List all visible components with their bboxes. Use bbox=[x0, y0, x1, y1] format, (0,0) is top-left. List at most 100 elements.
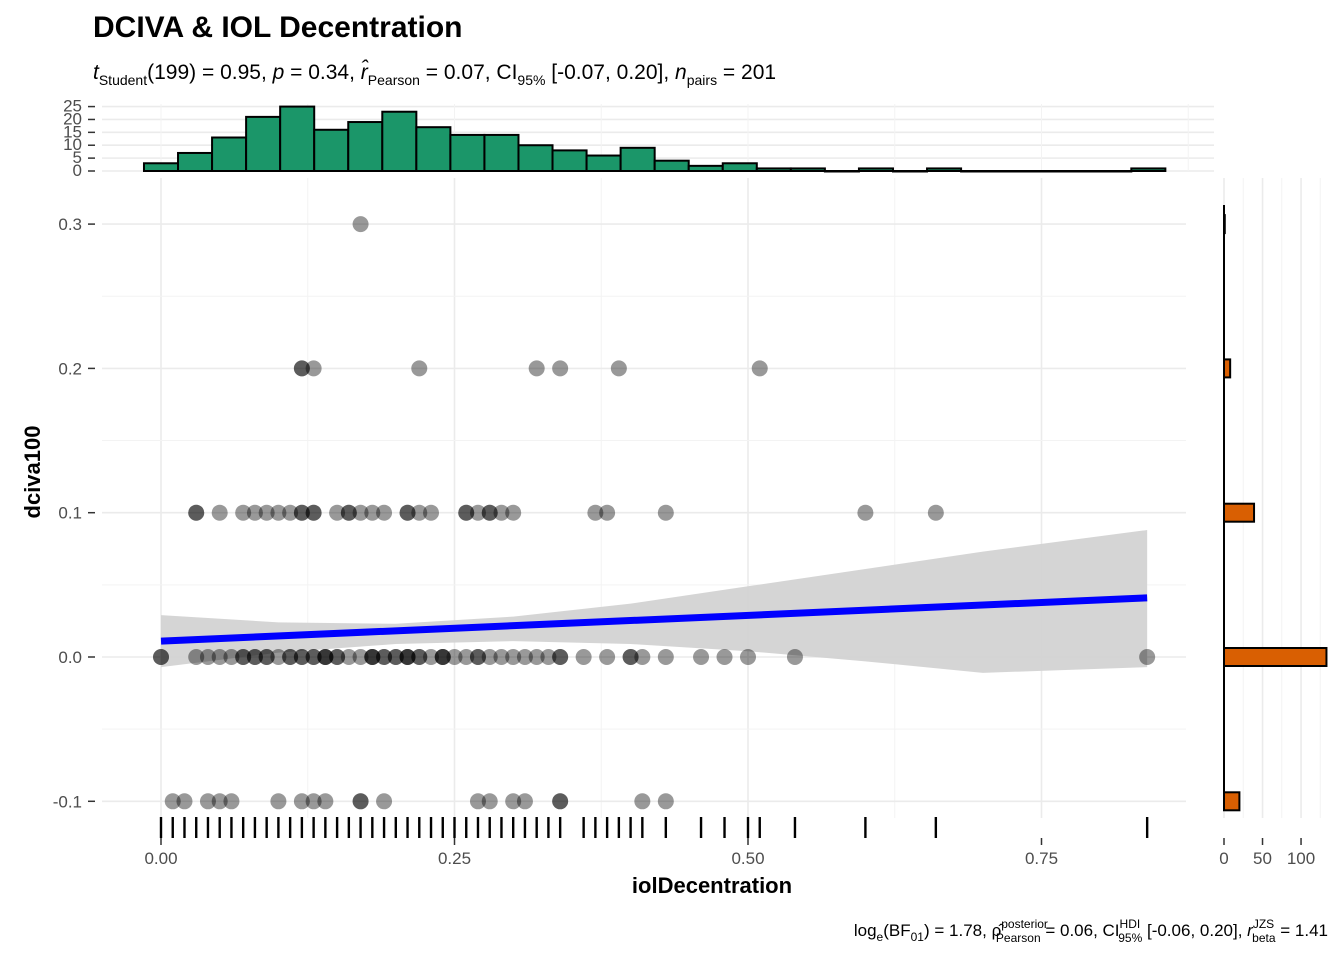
scatter-point bbox=[305, 504, 322, 521]
scatter-point bbox=[364, 649, 381, 665]
top-hist-bar bbox=[585, 154, 622, 173]
top-hist-bar bbox=[551, 149, 588, 172]
regression-line-layer bbox=[160, 594, 1148, 645]
scatter-point bbox=[199, 649, 216, 665]
scatter-point bbox=[305, 504, 322, 521]
x-tick-label: 0.00 bbox=[144, 849, 177, 868]
scatter-point bbox=[211, 504, 228, 521]
scatter-point bbox=[434, 649, 451, 665]
scatter-point bbox=[622, 649, 639, 665]
scatter-point bbox=[164, 793, 181, 810]
scatter-point bbox=[317, 649, 334, 665]
scatter-point bbox=[282, 504, 299, 521]
scatter-point bbox=[282, 649, 299, 665]
scatter-point bbox=[423, 649, 440, 665]
scatter-point bbox=[622, 649, 639, 665]
scatter-point bbox=[399, 649, 416, 665]
scatter-point bbox=[481, 649, 498, 665]
scatter-point bbox=[246, 504, 263, 521]
scatter-point bbox=[505, 793, 522, 810]
top-hist-bar bbox=[755, 167, 792, 173]
y-tick-label: -0.1 bbox=[53, 792, 82, 811]
scatter-point bbox=[469, 504, 486, 521]
scatter-point bbox=[481, 793, 498, 810]
top-hist-bar bbox=[1130, 167, 1167, 173]
scatter-point bbox=[329, 649, 346, 665]
y-tick-label: 0.0 bbox=[58, 648, 82, 667]
right-hist-x-tick-label: 100 bbox=[1287, 849, 1315, 868]
scatter-point bbox=[199, 793, 216, 810]
scatter-point bbox=[528, 360, 545, 377]
top-hist-bar bbox=[517, 144, 554, 173]
scatter-point bbox=[481, 504, 498, 521]
scatter-point bbox=[857, 504, 874, 521]
scatter-point bbox=[246, 649, 263, 665]
scatter-point bbox=[399, 504, 416, 521]
scatter-point bbox=[305, 793, 322, 810]
scatter-point bbox=[188, 649, 205, 665]
scatter-point bbox=[340, 504, 357, 521]
y-tick-label: 0.3 bbox=[58, 215, 82, 234]
scatter-point bbox=[399, 504, 416, 521]
scatter-point bbox=[352, 216, 369, 233]
scatter-point bbox=[786, 649, 803, 665]
scatter-point bbox=[258, 504, 275, 521]
axes: 0.00 0.25 0.50 0.75 -0.1 0.0 0.1 0.2 0.3 bbox=[53, 215, 1058, 868]
scatter-point bbox=[552, 649, 569, 665]
scatter-point bbox=[211, 793, 228, 810]
scatter-point bbox=[552, 649, 569, 665]
scatter-point bbox=[693, 649, 710, 665]
scatter-point bbox=[246, 649, 263, 665]
scatter-point bbox=[211, 649, 228, 665]
scatter-point bbox=[469, 649, 486, 665]
scatter-point bbox=[305, 649, 322, 665]
top-hist-bar bbox=[789, 167, 826, 173]
scatter-point bbox=[387, 649, 404, 665]
scatter-point bbox=[587, 504, 604, 521]
right-hist-bar bbox=[1223, 647, 1328, 667]
scatter-point bbox=[329, 649, 346, 665]
scatter-point bbox=[399, 649, 416, 665]
scatter-point bbox=[458, 649, 475, 665]
scatter-point bbox=[317, 649, 334, 665]
scatter-point bbox=[434, 649, 451, 665]
scatter-point bbox=[469, 793, 486, 810]
scatter-point bbox=[293, 504, 310, 521]
scatter-point bbox=[153, 649, 169, 665]
scatter-point bbox=[305, 649, 322, 665]
top-hist-bar bbox=[483, 133, 520, 173]
scatter-point bbox=[293, 793, 310, 810]
x-tick-label: 0.25 bbox=[438, 849, 471, 868]
x-tick-label: 0.50 bbox=[731, 849, 764, 868]
top-hist-y-tick-label: 10 bbox=[63, 135, 82, 154]
scatter-point bbox=[258, 649, 275, 665]
scatter-point bbox=[610, 360, 627, 377]
scatter-point bbox=[411, 360, 428, 377]
scatter-point bbox=[516, 793, 533, 810]
scatter-point bbox=[411, 649, 428, 665]
scatter-point bbox=[1139, 649, 1156, 665]
scatter-point bbox=[528, 649, 545, 665]
scatter-point bbox=[493, 504, 510, 521]
scatter-point bbox=[552, 793, 569, 810]
scatter-point bbox=[552, 793, 569, 810]
scatter-point bbox=[634, 793, 651, 810]
scatter-point bbox=[634, 649, 651, 665]
scatter-point bbox=[516, 649, 533, 665]
right-hist-x-tick-label: 50 bbox=[1253, 849, 1272, 868]
top-hist-bar bbox=[347, 121, 384, 172]
top-hist-bar bbox=[313, 128, 350, 172]
scatter-point bbox=[352, 649, 369, 665]
confidence-band bbox=[161, 530, 1148, 673]
scatter-point bbox=[387, 649, 404, 665]
y-tick-label: 0.1 bbox=[58, 504, 82, 523]
right-hist-bar bbox=[1223, 214, 1226, 235]
top-hist-bar bbox=[891, 170, 929, 173]
right-hist-bar bbox=[1223, 358, 1232, 379]
right-hist-bar bbox=[1223, 791, 1241, 812]
scatter-point bbox=[235, 649, 252, 665]
scatter-point bbox=[364, 504, 381, 521]
scatter-point bbox=[293, 360, 310, 377]
scatter-point bbox=[305, 360, 322, 377]
